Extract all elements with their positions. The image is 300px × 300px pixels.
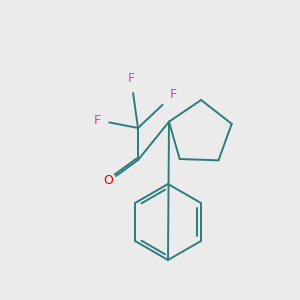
Text: F: F (169, 88, 177, 101)
Text: F: F (93, 113, 100, 127)
Text: O: O (103, 173, 113, 187)
Text: F: F (128, 71, 135, 85)
